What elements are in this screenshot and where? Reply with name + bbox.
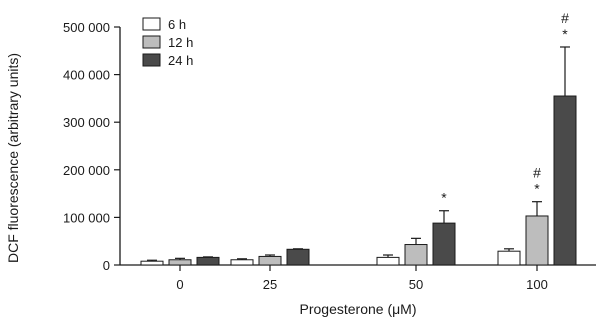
bar <box>525 215 549 266</box>
x-tick-label: 50 <box>409 277 423 292</box>
bar <box>168 259 192 266</box>
bars: *#*#* <box>140 10 577 266</box>
significance-marker: * <box>562 26 568 42</box>
legend-swatch <box>142 53 161 67</box>
legend-swatch <box>142 17 161 31</box>
x-tick-label: 25 <box>263 277 277 292</box>
bar <box>286 248 310 266</box>
y-axis-label: DCF fluorescence (arbitrary units) <box>5 53 21 263</box>
bar <box>140 260 164 266</box>
legend-label: 24 h <box>168 53 193 68</box>
legend: 6 h 12 h 24 h <box>142 17 193 68</box>
bar <box>553 95 577 266</box>
significance-marker: * <box>534 181 540 197</box>
legend-swatch <box>142 35 161 49</box>
axes: 0 100 000 200 000 300 000 400 000 500 000 0 25 5… <box>63 20 596 292</box>
x-axis-label: Progesterone (μM) <box>300 301 417 317</box>
y-tick-label: 300 000 <box>63 115 110 130</box>
y-tick-label: 100 000 <box>63 210 110 225</box>
bar <box>404 244 428 266</box>
bar <box>230 259 254 266</box>
bar <box>258 255 282 266</box>
x-tick-label: 100 <box>526 277 548 292</box>
significance-marker: * <box>441 190 447 206</box>
y-tick-label: 500 000 <box>63 20 110 35</box>
legend-label: 12 h <box>168 35 193 50</box>
significance-marker: # <box>561 10 569 26</box>
x-tick-label: 0 <box>176 277 183 292</box>
bar <box>497 250 521 266</box>
legend-label: 6 h <box>168 17 186 32</box>
y-tick-label: 400 000 <box>63 68 110 83</box>
y-tick-label: 0 <box>103 258 110 273</box>
bar <box>376 256 400 266</box>
y-tick-label: 200 000 <box>63 163 110 178</box>
bar <box>196 256 220 266</box>
bar <box>432 222 456 266</box>
significance-marker: # <box>533 165 541 181</box>
